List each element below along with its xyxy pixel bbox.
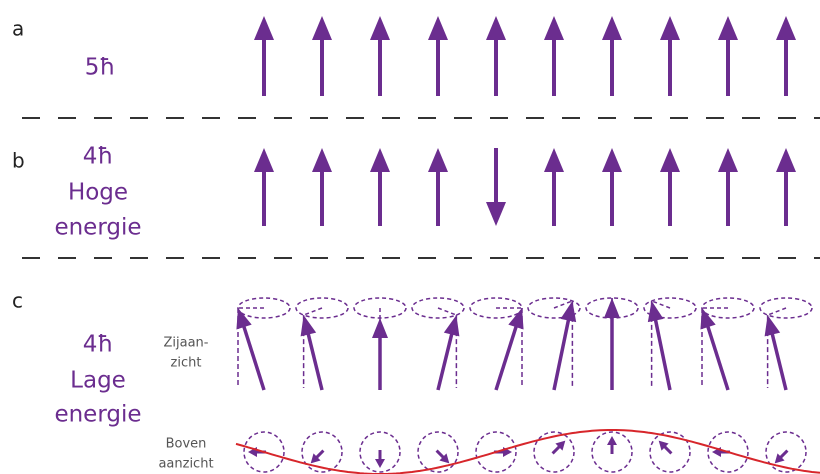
projection — [304, 308, 322, 315]
description: energie — [54, 402, 141, 428]
arrow-head — [254, 148, 274, 172]
arrow-shaft — [553, 446, 560, 453]
arrow-shaft — [664, 446, 671, 453]
arrow-head — [428, 148, 448, 172]
arrow-shaft — [316, 451, 323, 458]
arrow-head — [312, 16, 332, 40]
view-label: zicht — [171, 356, 202, 371]
arrow-head — [776, 148, 796, 172]
arrow-head — [700, 308, 715, 329]
projection — [438, 308, 456, 315]
arrow-head — [718, 148, 738, 172]
panel-label: c — [12, 289, 23, 313]
arrow-head — [544, 148, 564, 172]
arrow-head — [660, 148, 680, 172]
energy: 4ħ — [83, 332, 114, 358]
spin-arrows — [236, 16, 820, 474]
spin-diagram: a 5ħ b 4ħ Hoge energie c 4ħ Lage energie… — [0, 0, 820, 474]
energy: 5ħ — [85, 55, 116, 81]
arrow-shaft — [772, 334, 786, 390]
arrow-head — [718, 16, 738, 40]
description: Hoge — [68, 180, 128, 206]
view-label: Zijaan- — [164, 336, 209, 351]
view-label: aanzicht — [158, 457, 213, 472]
arrow-head — [254, 16, 274, 40]
arrow-head — [486, 16, 506, 40]
arrow-head — [544, 16, 564, 40]
arrow-head — [375, 459, 385, 468]
arrow-head — [607, 436, 617, 445]
arrow-shaft — [780, 451, 787, 458]
energy: 4ħ — [83, 144, 114, 170]
panel-label: a — [12, 17, 24, 41]
arrow-head — [486, 202, 506, 226]
arrow-shaft — [308, 334, 322, 390]
arrow-head — [602, 16, 622, 40]
arrow-head — [602, 148, 622, 172]
arrow-head — [660, 16, 680, 40]
arrow-head — [508, 308, 523, 329]
arrow-shaft — [708, 326, 728, 390]
projection — [768, 308, 786, 315]
arrow-head — [372, 318, 388, 338]
arrow-shaft — [244, 326, 264, 390]
arrow-shaft — [438, 334, 452, 390]
arrow-shaft — [655, 320, 670, 390]
arrow-head — [428, 16, 448, 40]
description: Lage — [70, 368, 126, 394]
arrow-head — [236, 308, 251, 329]
arrow-head — [370, 16, 390, 40]
arrow-shaft — [554, 320, 569, 390]
view-label: Boven — [166, 437, 207, 452]
arrow-head — [776, 16, 796, 40]
arrow-head — [312, 148, 332, 172]
arrow-shaft — [496, 326, 516, 390]
arrow-shaft — [437, 451, 444, 458]
arrow-head — [370, 148, 390, 172]
arrow-head — [604, 298, 620, 318]
description: energie — [54, 215, 141, 241]
panel-label: b — [12, 149, 25, 173]
